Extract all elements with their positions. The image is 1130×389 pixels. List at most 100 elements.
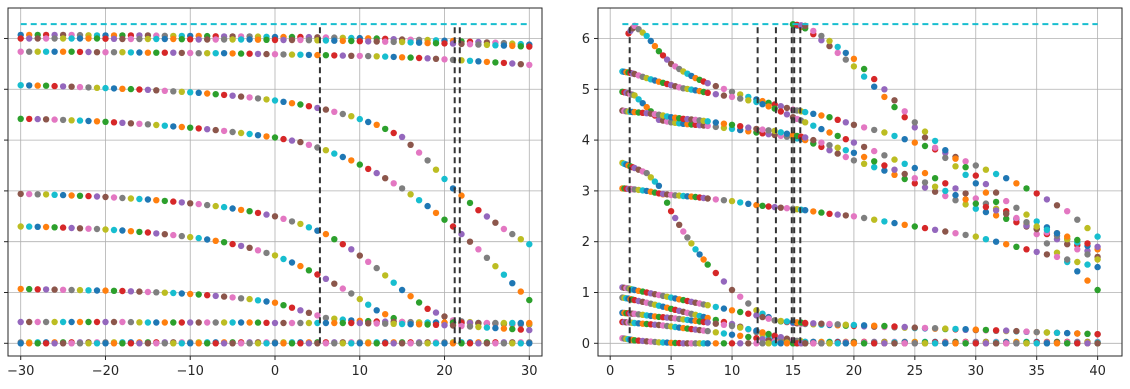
data-point [59,318,67,326]
data-point [871,75,878,83]
data-point [871,164,878,171]
x-tick-label: 0 [271,364,279,379]
data-point [1084,224,1091,232]
data-point [119,35,126,43]
data-point [373,121,380,128]
data-point [288,304,296,311]
data-point [871,322,878,329]
data-point [466,57,474,64]
data-point [818,112,825,119]
data-point [962,201,969,208]
data-point [1033,248,1040,256]
data-point [331,319,338,327]
data-point [737,123,744,130]
data-point [170,319,177,326]
data-point [952,163,959,170]
data-point [842,49,849,57]
data-point [127,228,135,235]
data-point [881,167,888,174]
data-point [254,132,262,139]
data-point [136,86,143,93]
x-tick-label: −30 [7,364,34,379]
data-point [1084,340,1091,347]
data-point [942,192,949,200]
data-point [441,40,448,47]
data-point [212,36,219,43]
data-point [229,36,236,43]
data-point [1094,233,1101,240]
data-point [110,194,118,201]
data-point [891,171,898,178]
data-point [834,132,841,140]
data-point [500,325,508,332]
data-point [17,318,24,326]
data-point [93,318,101,326]
data-point [93,84,101,92]
data-point [432,55,440,62]
data-point [237,295,245,302]
data-point [195,340,202,347]
data-point [356,38,363,45]
data-point [356,52,363,60]
data-point [288,36,296,44]
data-point [1013,214,1020,222]
data-point [517,340,524,347]
data-point [952,230,959,237]
data-point [1094,340,1101,347]
data-point [818,125,825,133]
data-point [51,191,58,198]
data-point [720,197,728,204]
data-point [881,129,888,136]
data-point [737,95,744,102]
data-point [771,127,778,135]
data-point [26,340,33,347]
data-point [220,127,228,135]
data-point [850,63,858,70]
data-point [962,231,969,239]
data-point [783,340,791,347]
data-point [229,319,236,326]
data-point [826,340,833,347]
data-point [475,41,482,48]
data-point [483,213,491,220]
data-point [728,197,736,205]
data-point [136,49,143,56]
data-point [432,309,440,316]
data-point [1064,340,1071,347]
data-point [297,138,304,146]
data-point [424,39,431,47]
data-point [982,326,990,334]
data-point [659,52,667,59]
data-point [771,317,778,324]
data-point [26,35,33,42]
data-point [102,84,109,92]
data-point [348,113,355,120]
x-tick-label: 5 [667,364,675,379]
data-point [692,246,699,253]
data-point [517,319,524,327]
data-point [212,91,219,98]
data-point [305,103,313,110]
data-point [144,288,152,296]
data-point [737,340,744,347]
data-point [509,325,516,333]
data-point [834,144,841,151]
data-point [204,319,211,326]
data-point [1074,236,1081,244]
data-point [860,160,868,167]
data-point [110,85,118,92]
data-point [195,125,202,132]
data-point [728,322,736,330]
data-point [398,133,406,141]
data-point [492,219,499,226]
x-tick-label: 35 [1028,364,1045,379]
data-point [93,193,101,200]
data-point [1064,256,1071,263]
data-point [810,110,817,118]
data-point [802,340,809,347]
data-point [1084,261,1091,268]
data-point [771,105,778,112]
y-tick-label: 6 [582,32,590,47]
data-point [432,321,440,328]
data-point [17,190,24,198]
